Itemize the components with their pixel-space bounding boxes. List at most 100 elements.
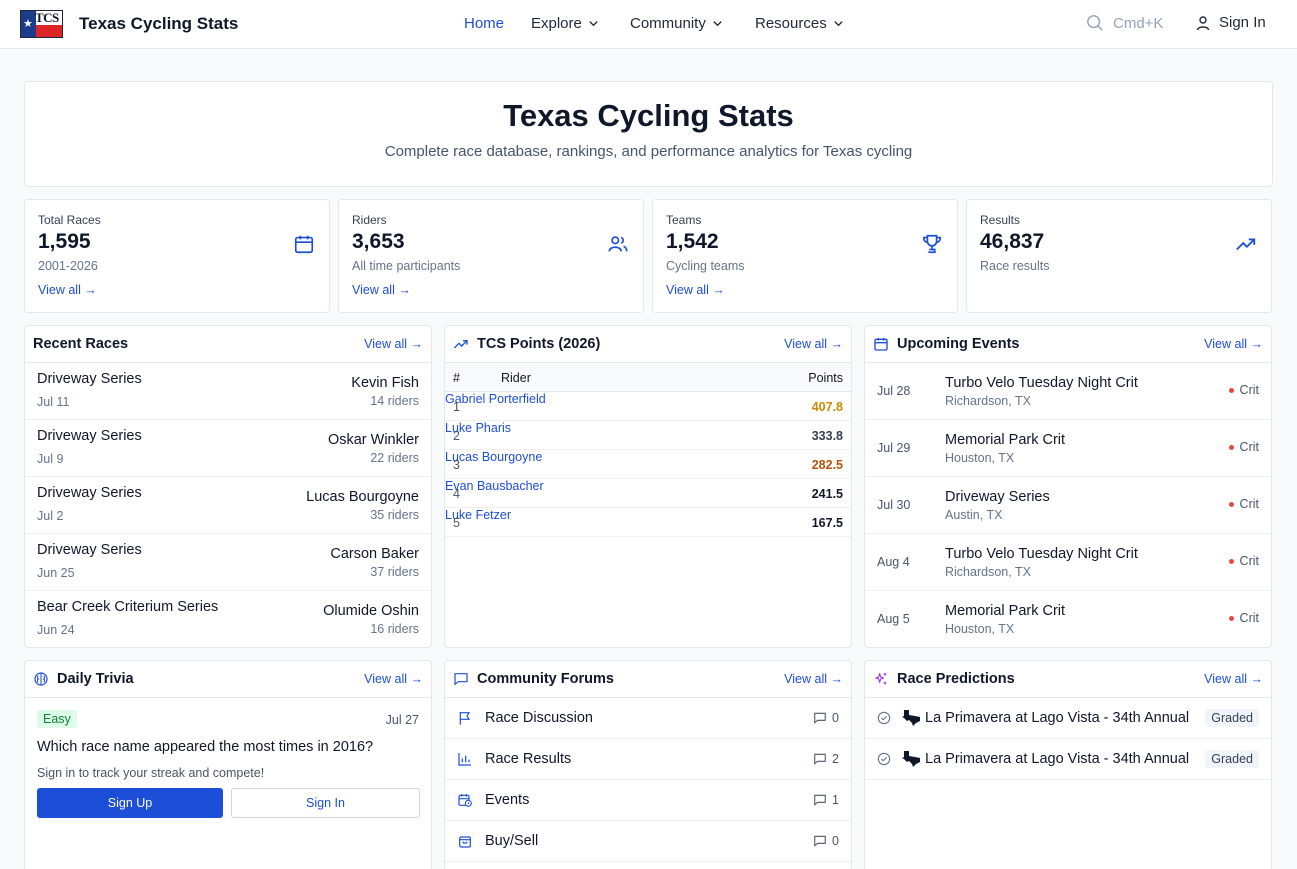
hero-subtitle: Complete race database, rankings, and pe… xyxy=(384,143,913,160)
status-badge: Graded xyxy=(1205,750,1259,768)
panel-title: Daily Trivia xyxy=(33,671,134,687)
race-name: Driveway Series xyxy=(37,542,142,558)
event-row[interactable]: Jul 28 Turbo Velo Tuesday Night Crit Ric… xyxy=(865,363,1271,420)
view-all-races-link[interactable]: View all → xyxy=(38,283,97,297)
hero-title: Texas Cycling Stats xyxy=(503,98,794,133)
search-icon xyxy=(1087,15,1103,31)
race-rider-count: 35 riders xyxy=(370,508,419,522)
calendar-icon xyxy=(294,235,314,254)
rank: 3 xyxy=(453,458,460,472)
points-view-all[interactable]: View all → xyxy=(784,337,843,351)
rider-link[interactable]: Luke Pharis xyxy=(445,421,512,435)
recent-races-panel: Recent Races View all → Driveway Series … xyxy=(24,325,432,648)
race-row[interactable]: Driveway Series Jul 9 Oskar Winkler 22 r… xyxy=(25,420,431,477)
forums-view-all[interactable]: View all → xyxy=(784,672,843,686)
stat-sub: Race results xyxy=(980,259,1050,273)
table-row: 4 Evan Bausbacher 241.5 xyxy=(445,479,851,508)
forum-row-race-discussion[interactable]: Race Discussion 0 xyxy=(445,698,851,739)
stat-label: Results xyxy=(980,213,1021,227)
rider-link[interactable]: Lucas Bourgoyne xyxy=(445,450,543,464)
brand-name[interactable]: Texas Cycling Stats xyxy=(79,14,239,33)
comment-icon xyxy=(814,753,826,765)
community-forums-panel: Community Forums View all → Race Discuss… xyxy=(444,660,852,869)
forum-name: Buy/Sell xyxy=(485,833,539,849)
sign-up-button[interactable]: Sign Up xyxy=(37,788,223,818)
rider-link[interactable]: Luke Fetzer xyxy=(445,508,512,522)
trivia-question: Which race name appeared the most times … xyxy=(37,739,374,755)
view-all-teams-link[interactable]: View all → xyxy=(666,283,725,297)
sign-in-link[interactable]: Sign In xyxy=(1195,14,1266,31)
race-name: Driveway Series xyxy=(37,371,142,387)
tcs-points-panel: TCS Points (2026) View all → # Rider Poi… xyxy=(444,325,852,648)
event-row[interactable]: Jul 30 Driveway Series Austin, TX Crit xyxy=(865,477,1271,534)
race-row[interactable]: Driveway Series Jun 25 Carson Baker 37 r… xyxy=(25,534,431,591)
nav-community[interactable]: Community xyxy=(630,15,723,32)
texas-state-icon xyxy=(902,751,920,767)
trophy-icon xyxy=(922,234,942,254)
calendar-icon xyxy=(874,338,888,351)
event-type: Crit xyxy=(1228,440,1259,454)
panel-title: Upcoming Events xyxy=(873,336,1019,352)
race-row[interactable]: Driveway Series Jul 11 Kevin Fish 14 rid… xyxy=(25,363,431,420)
event-row[interactable]: Aug 5 Memorial Park Crit Houston, TX Cri… xyxy=(865,591,1271,647)
comment-icon xyxy=(814,794,826,806)
prediction-row[interactable]: La Primavera at Lago Vista - 34th Annual… xyxy=(865,698,1271,739)
event-type: Crit xyxy=(1228,383,1259,397)
event-row[interactable]: Jul 29 Memorial Park Crit Houston, TX Cr… xyxy=(865,420,1271,477)
event-location: Richardson, TX xyxy=(945,565,1031,579)
points-value: 407.8 xyxy=(811,400,843,414)
sparkles-icon xyxy=(875,673,887,685)
panel-title: Race Predictions xyxy=(873,671,1015,687)
race-rider-count: 14 riders xyxy=(370,394,419,408)
forum-row-events[interactable]: Events 1 xyxy=(445,780,851,821)
race-date: Jun 25 xyxy=(37,566,75,580)
texas-state-icon xyxy=(902,710,920,726)
search-button[interactable]: Cmd+K xyxy=(1086,14,1163,32)
top-navigation-bar: ★ TCS Texas Cycling Stats Home Explore C… xyxy=(0,0,1297,49)
rank: 5 xyxy=(453,516,460,530)
race-winner: Lucas Bourgoyne xyxy=(306,489,419,505)
upcoming-view-all[interactable]: View all → xyxy=(1204,337,1263,351)
race-name: Driveway Series xyxy=(37,485,142,501)
nav-explore[interactable]: Explore xyxy=(531,15,599,32)
message-square-icon xyxy=(454,673,468,685)
users-icon xyxy=(608,236,628,252)
nav-home[interactable]: Home xyxy=(464,15,505,32)
race-winner: Carson Baker xyxy=(330,546,419,562)
race-predictions-panel: Race Predictions View all → La Primavera… xyxy=(864,660,1272,869)
race-row[interactable]: Driveway Series Jul 2 Lucas Bourgoyne 35… xyxy=(25,477,431,534)
flag-icon xyxy=(459,712,471,725)
table-row: 2 Luke Pharis 333.8 xyxy=(445,421,851,450)
rider-link[interactable]: Evan Bausbacher xyxy=(445,479,544,493)
recent-races-view-all[interactable]: View all → xyxy=(364,337,423,351)
sign-in-button[interactable]: Sign In xyxy=(231,788,420,818)
rider-link[interactable]: Gabriel Porterfield xyxy=(445,392,546,406)
forum-row-buy-sell[interactable]: Buy/Sell 0 xyxy=(445,821,851,862)
tcs-logo[interactable]: ★ TCS xyxy=(20,10,63,38)
forum-count: 2 xyxy=(813,752,839,766)
stat-sub: Cycling teams xyxy=(666,259,745,273)
rank: 2 xyxy=(453,429,460,443)
trivia-view-all[interactable]: View all → xyxy=(364,672,423,686)
prediction-race-name: La Primavera at Lago Vista - 34th Annual xyxy=(925,710,1190,726)
race-row[interactable]: Bear Creek Criterium Series Jun 24 Olumi… xyxy=(25,591,431,647)
points-value: 282.5 xyxy=(811,458,843,472)
table-row: 1 Gabriel Porterfield 407.8 xyxy=(445,392,851,421)
nav-resources[interactable]: Resources xyxy=(755,15,844,32)
forum-row-race-results[interactable]: Race Results 2 xyxy=(445,739,851,780)
race-date: Jul 2 xyxy=(37,509,64,523)
view-all-riders-link[interactable]: View all → xyxy=(352,283,411,297)
stat-value: 3,653 xyxy=(352,230,405,253)
stat-label: Total Races xyxy=(38,213,101,227)
stat-value: 1,542 xyxy=(666,230,719,253)
event-row[interactable]: Aug 4 Turbo Velo Tuesday Night Crit Rich… xyxy=(865,534,1271,591)
check-circle-icon xyxy=(877,711,891,725)
chevron-down-icon xyxy=(834,21,843,27)
prediction-row[interactable]: La Primavera at Lago Vista - 34th Annual… xyxy=(865,739,1271,780)
trivia-hint: Sign in to track your streak and compete… xyxy=(37,766,265,780)
predictions-view-all[interactable]: View all → xyxy=(1204,672,1263,686)
event-name: Driveway Series xyxy=(945,489,1050,505)
stat-sub: 2001-2026 xyxy=(38,259,98,273)
event-name: Memorial Park Crit xyxy=(945,432,1066,448)
race-name: Driveway Series xyxy=(37,428,142,444)
